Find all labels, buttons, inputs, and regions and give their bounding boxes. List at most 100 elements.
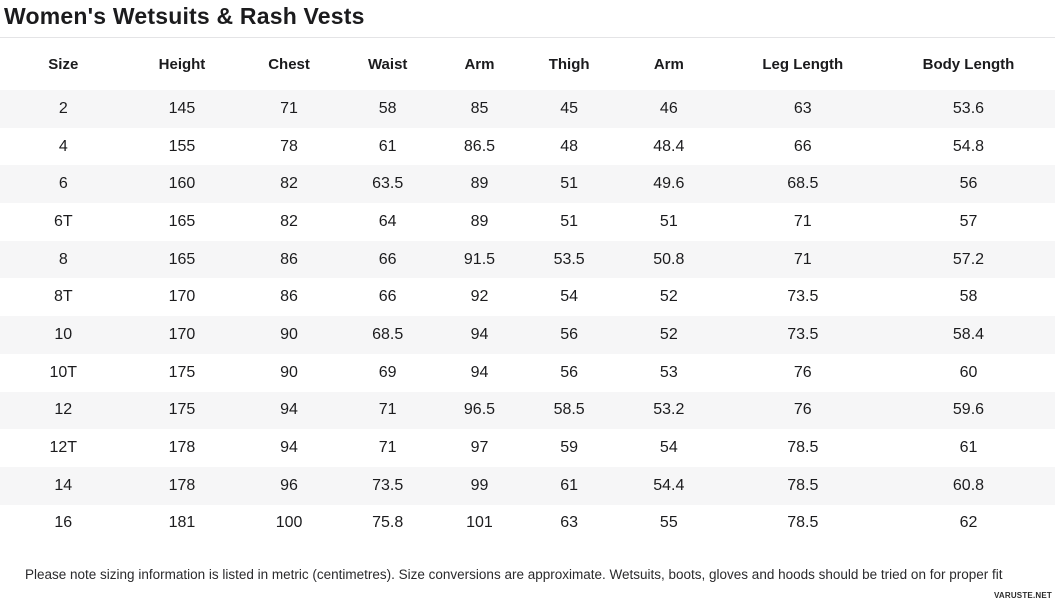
size-cell: 75.8 [372,514,404,532]
size-cell: 60.8 [952,476,985,494]
size-cell: 69 [378,363,397,381]
size-cell: 82 [280,212,298,230]
size-cell: 6 [58,175,68,193]
table-row: 16 181 100 75.8 101 63 55 78.5 62 [0,504,1055,543]
size-cell: 62 [959,514,978,532]
size-cell: 170 [168,288,196,306]
size-cell: 101 [466,514,493,532]
size-cell: 6T [53,212,73,230]
size-cell: 92 [470,288,489,306]
size-cell: 48 [560,137,579,155]
size-cell: 54.8 [952,137,985,155]
size-cell: 66 [378,250,397,268]
table-row: 14 178 96 73.5 99 61 54.4 78.5 60.8 [0,466,1055,505]
table-row: 12T 178 94 71 97 59 54 78.5 61 [0,429,1055,467]
size-cell: 12T [49,439,78,457]
size-cell: 94 [470,363,489,381]
table-row: 8T 170 86 66 92 54 52 73.5 58 [0,278,1055,317]
column-header: Arm [434,38,525,90]
size-cell: 54 [659,439,678,457]
size-cell: 53.6 [952,99,985,117]
size-cell: 82 [280,175,298,193]
table-row: 12 175 94 71 96.5 58.5 53.2 76 59.6 [0,391,1055,430]
size-cell: 10 [54,325,73,343]
column-header: Chest [237,38,341,90]
table-row: 10 170 90 68.5 94 56 52 73.5 58.4 [0,316,1055,354]
size-cell: 155 [168,137,196,155]
size-cell: 60 [959,363,978,381]
size-cell: 12 [54,401,73,419]
size-table-header-row: Size Height Chest Waist Arm Thigh Arm Leg Lengt… [0,38,1055,90]
size-cell: 165 [168,212,196,230]
size-cell: 86.5 [463,137,496,155]
size-cell: 59 [560,439,579,457]
size-cell: 89 [470,212,489,230]
size-cell: 61 [959,439,978,457]
size-cell: 53.2 [653,401,685,419]
size-cell: 160 [168,175,196,193]
size-cell: 58 [378,99,397,117]
size-cell: 45 [560,99,579,117]
size-cell: 90 [280,363,298,381]
size-cell: 2 [58,99,68,117]
size-cell: 94 [280,439,298,457]
size-cell: 71 [793,212,812,230]
size-cell: 96.5 [463,401,496,419]
size-cell: 49.6 [653,175,685,193]
size-cell: 56 [560,325,579,343]
size-cell: 64 [378,212,397,230]
size-cell: 16 [54,514,73,532]
size-cell: 94 [280,401,298,419]
size-cell: 51 [659,212,678,230]
size-cell: 73.5 [787,325,819,343]
size-cell: 54 [560,288,579,306]
size-cell: 68.5 [372,325,404,343]
size-cell: 71 [793,250,812,268]
size-table-body: 2 145 71 58 85 45 46 63 53.6 4 155 78 61 86.5 48 48.4 66… [0,90,1055,543]
size-cell: 86 [280,288,298,306]
size-cell: 58.4 [952,325,985,343]
size-cell: 59.6 [952,401,985,419]
size-cell: 55 [659,514,678,532]
size-cell: 78.5 [787,514,819,532]
size-cell: 94 [470,325,489,343]
size-cell: 8T [53,288,73,306]
size-table: Size Height Chest Waist Arm Thigh Arm Leg Lengt… [0,38,1055,543]
size-cell: 58 [959,288,978,306]
column-header: Height [126,38,238,90]
size-cell: 71 [378,401,397,419]
column-header: Leg Length [723,38,882,90]
column-header: Waist [340,38,435,90]
size-cell: 170 [168,325,196,343]
column-header: Size [0,38,127,90]
size-cell: 46 [659,99,678,117]
sizing-note: Please note sizing information is listed… [25,567,1003,583]
size-cell: 175 [168,363,196,381]
column-header: Body Length [881,38,1055,90]
size-cell: 97 [470,439,489,457]
size-cell: 71 [280,99,298,117]
size-cell: 63 [793,99,812,117]
size-cell: 76 [793,363,812,381]
size-cell: 78 [280,137,298,155]
size-cell: 57.2 [952,250,985,268]
size-cell: 58.5 [553,401,585,419]
size-cell: 48.4 [653,137,685,155]
size-cell: 78.5 [787,439,819,457]
watermark-text: VARUSTE.NET [993,591,1052,600]
size-cell: 165 [168,250,196,268]
size-cell: 51 [560,175,579,193]
size-cell: 175 [168,401,196,419]
size-cell: 66 [793,137,812,155]
size-cell: 91.5 [463,250,496,268]
size-cell: 86 [280,250,298,268]
size-cell: 100 [275,514,303,532]
size-cell: 14 [54,476,73,494]
table-row: 6 160 82 63.5 89 51 49.6 68.5 56 [0,165,1055,204]
size-cell: 56 [560,363,579,381]
size-cell: 73.5 [787,288,819,306]
title-bar: Women's Wetsuits & Rash Vests [0,0,1055,38]
size-cell: 89 [470,175,489,193]
size-cell: 96 [280,476,298,494]
